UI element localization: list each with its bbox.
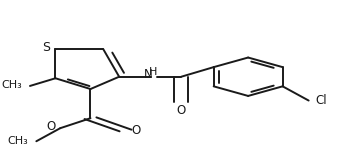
- Text: N: N: [144, 68, 153, 81]
- Text: Cl: Cl: [315, 94, 327, 107]
- Text: S: S: [42, 41, 50, 54]
- Text: O: O: [177, 104, 186, 117]
- Text: H: H: [149, 67, 158, 77]
- Text: CH₃: CH₃: [1, 80, 22, 90]
- Text: O: O: [131, 124, 140, 137]
- Text: CH₃: CH₃: [8, 136, 28, 146]
- Text: O: O: [47, 120, 56, 133]
